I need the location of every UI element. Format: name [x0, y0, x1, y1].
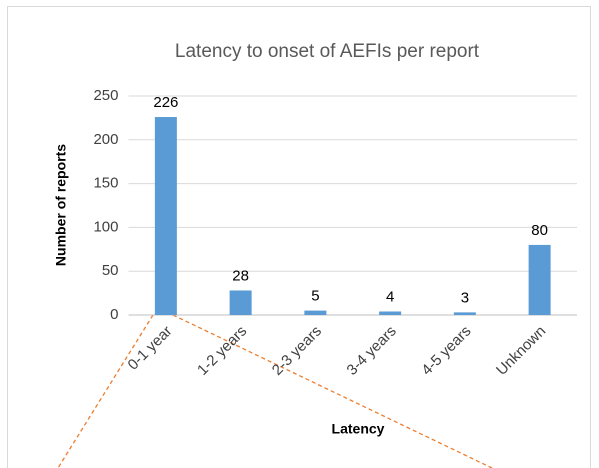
bar — [528, 244, 551, 315]
value-label: 226 — [153, 94, 178, 111]
y-tick-label: 100 — [93, 218, 118, 235]
callout-line — [172, 314, 493, 468]
bar — [304, 310, 327, 315]
y-tick-label: 50 — [102, 262, 119, 279]
value-label: 80 — [531, 222, 548, 239]
value-label: 3 — [461, 289, 469, 306]
y-tick-label: 200 — [93, 131, 118, 148]
y-tick-label: 150 — [93, 175, 118, 192]
callout-line — [57, 314, 154, 468]
y-tick-label: 250 — [93, 87, 118, 104]
bar — [154, 117, 177, 315]
value-label: 4 — [386, 288, 394, 305]
value-label: 28 — [232, 267, 249, 284]
bar — [229, 290, 252, 315]
y-tick-label: 0 — [110, 306, 118, 323]
y-axis-title: Number of reports — [53, 144, 69, 266]
chart-frame — [7, 6, 591, 468]
bar — [379, 311, 402, 315]
x-axis-title: Latency — [332, 421, 385, 437]
bar — [453, 312, 476, 315]
chart-title: Latency to onset of AEFIs per report — [175, 41, 480, 62]
value-label: 5 — [311, 288, 319, 305]
